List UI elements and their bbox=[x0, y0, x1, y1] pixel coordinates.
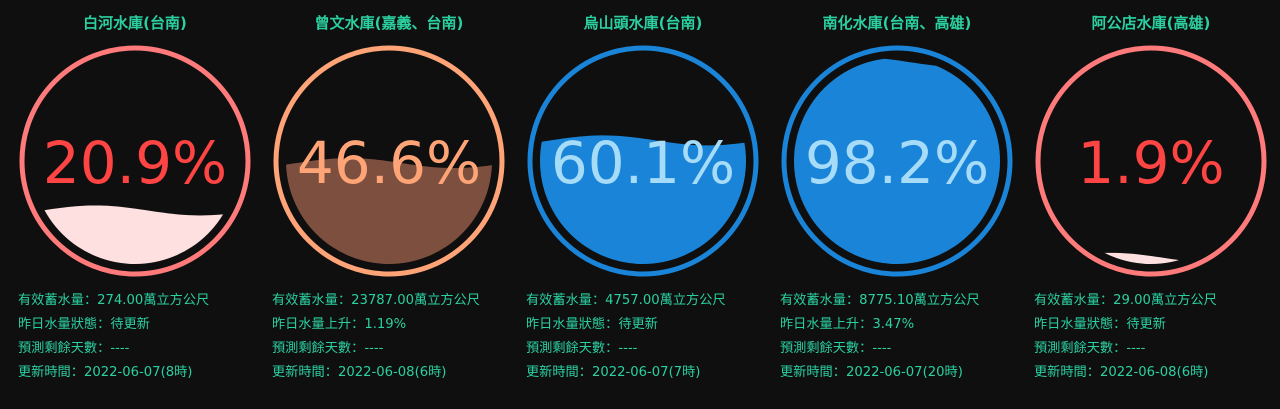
info-storage: 有效蓄水量：274.00萬立方公尺 bbox=[18, 293, 210, 308]
water-level-gauge: 20.9% bbox=[10, 36, 260, 286]
info-days-left: 預測剩餘天數：---- bbox=[526, 341, 638, 356]
gauge-ring bbox=[273, 45, 505, 277]
info-updated: 更新時間：2022-06-07(8時) bbox=[18, 365, 193, 380]
water-level-gauge: 46.6% bbox=[264, 36, 514, 286]
gauge-svg: 46.6% bbox=[273, 45, 505, 277]
info-storage: 有效蓄水量：29.00萬立方公尺 bbox=[1034, 293, 1217, 308]
water-fill bbox=[1048, 252, 1254, 264]
info-yesterday: 昨日水量狀態：待更新 bbox=[18, 317, 150, 332]
gauge-ring bbox=[19, 45, 251, 277]
info-updated: 更新時間：2022-06-08(6時) bbox=[272, 365, 447, 380]
reservoir-name: 烏山頭水庫(台南) bbox=[583, 14, 703, 32]
reservoir-card-baihe: 白河水庫(台南) 20.9% 有效蓄水量：274.00萬立方公尺 昨日水量狀態：… bbox=[10, 0, 260, 409]
info-yesterday: 昨日水量狀態：待更新 bbox=[526, 317, 658, 332]
info-yesterday: 昨日水量狀態：待更新 bbox=[1034, 317, 1166, 332]
gauge-svg: 98.2% bbox=[781, 45, 1013, 277]
reservoir-name: 南化水庫(台南、高雄) bbox=[822, 14, 972, 32]
gauge-svg: 1.9% bbox=[1035, 45, 1267, 277]
reservoir-card-zengwen: 曾文水庫(嘉義、台南) 46.6% 有效蓄水量：23787.00萬立方公尺 昨日… bbox=[264, 0, 514, 409]
percent-label: 46.6% bbox=[297, 129, 481, 197]
percent-label: 60.1% bbox=[551, 129, 735, 197]
water-fill bbox=[794, 58, 1000, 264]
gauge-ring bbox=[1035, 45, 1267, 277]
reservoir-card-nanhua: 南化水庫(台南、高雄) 98.2% 有效蓄水量：8775.10萬立方公尺 昨日水… bbox=[772, 0, 1022, 409]
water-level-gauge: 60.1% bbox=[518, 36, 768, 286]
info-days-left: 預測剩餘天數：---- bbox=[1034, 341, 1146, 356]
reservoir-name: 白河水庫(台南) bbox=[83, 14, 187, 32]
info-storage: 有效蓄水量：8775.10萬立方公尺 bbox=[780, 293, 980, 308]
reservoir-name: 曾文水庫(嘉義、台南) bbox=[314, 14, 464, 32]
info-updated: 更新時間：2022-06-07(7時) bbox=[526, 365, 701, 380]
percent-label: 98.2% bbox=[805, 129, 989, 197]
reservoir-card-agongdian: 阿公店水庫(高雄) 1.9% 有效蓄水量：29.00萬立方公尺 昨日水量狀態：待… bbox=[1026, 0, 1276, 409]
percent-label: 1.9% bbox=[1077, 129, 1224, 197]
reservoir-info: 有效蓄水量：4757.00萬立方公尺 昨日水量狀態：待更新 預測剩餘天數：---… bbox=[526, 289, 758, 385]
reservoir-info: 有效蓄水量：29.00萬立方公尺 昨日水量狀態：待更新 預測剩餘天數：---- … bbox=[1034, 289, 1266, 385]
gauge-svg: 20.9% bbox=[19, 45, 251, 277]
info-days-left: 預測剩餘天數：---- bbox=[272, 341, 384, 356]
gauge-svg: 60.1% bbox=[527, 45, 759, 277]
gauge-ring bbox=[527, 45, 759, 277]
percent-label: 20.9% bbox=[43, 129, 227, 197]
gauge-ring bbox=[781, 45, 1013, 277]
info-storage: 有效蓄水量：23787.00萬立方公尺 bbox=[272, 293, 480, 308]
reservoir-name: 阿公店水庫(高雄) bbox=[1091, 14, 1211, 32]
info-days-left: 預測剩餘天數：---- bbox=[780, 341, 892, 356]
water-level-gauge: 98.2% bbox=[772, 36, 1022, 286]
reservoir-card-wushantou: 烏山頭水庫(台南) 60.1% 有效蓄水量：4757.00萬立方公尺 昨日水量狀… bbox=[518, 0, 768, 409]
water-fill bbox=[32, 205, 238, 264]
reservoir-info: 有效蓄水量：274.00萬立方公尺 昨日水量狀態：待更新 預測剩餘天數：----… bbox=[18, 289, 250, 385]
info-yesterday: 昨日水量上升：1.19% bbox=[272, 317, 407, 332]
info-days-left: 預測剩餘天數：---- bbox=[18, 341, 130, 356]
info-updated: 更新時間：2022-06-07(20時) bbox=[780, 365, 963, 380]
info-storage: 有效蓄水量：4757.00萬立方公尺 bbox=[526, 293, 726, 308]
water-level-gauge: 1.9% bbox=[1026, 36, 1276, 286]
info-yesterday: 昨日水量上升：3.47% bbox=[780, 317, 915, 332]
reservoir-info: 有效蓄水量：8775.10萬立方公尺 昨日水量上升：3.47% 預測剩餘天數：-… bbox=[780, 289, 1012, 385]
reservoir-info: 有效蓄水量：23787.00萬立方公尺 昨日水量上升：1.19% 預測剩餘天數：… bbox=[272, 289, 504, 385]
info-updated: 更新時間：2022-06-08(6時) bbox=[1034, 365, 1209, 380]
